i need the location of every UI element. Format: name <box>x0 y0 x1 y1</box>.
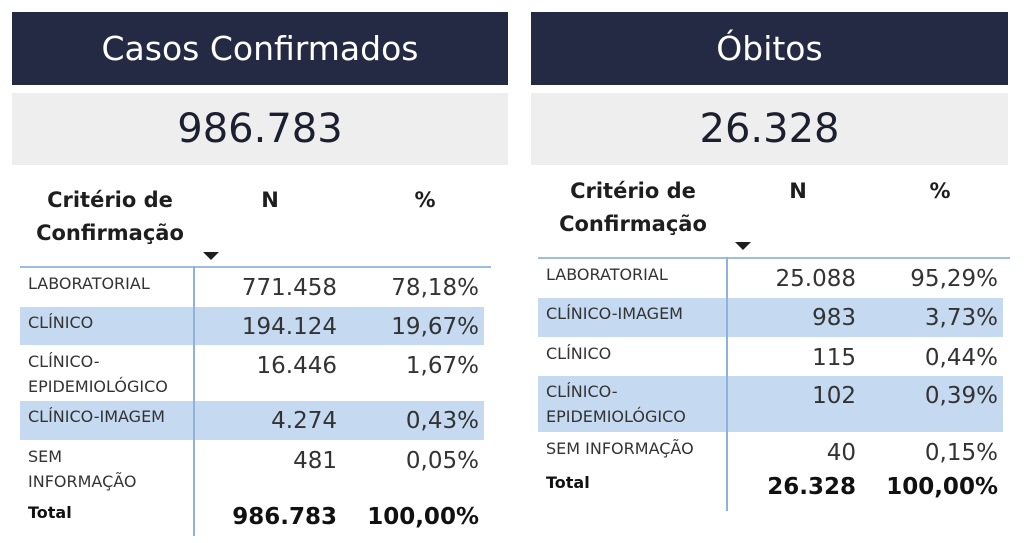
casos-header-n[interactable]: N <box>261 188 279 212</box>
row-n: 115 <box>812 345 856 371</box>
casos-total-card: 986.783 <box>12 93 508 165</box>
row-n: 986.783 <box>232 504 337 530</box>
casos-header-pct[interactable]: % <box>414 188 436 212</box>
table-row[interactable]: SEM INFORMAÇÃO 40 0,15% <box>538 433 1003 469</box>
obitos-total-value: 26.328 <box>699 106 840 152</box>
row-label: LABORATORIAL <box>546 265 668 284</box>
row-n: 102 <box>812 383 856 409</box>
obitos-header-pct[interactable]: % <box>929 179 951 203</box>
obitos-header-criterio[interactable]: Critério de Confirmação <box>559 179 707 236</box>
obitos-total-card: 26.328 <box>531 93 1008 165</box>
row-n: 40 <box>826 440 856 466</box>
sort-descending-icon[interactable] <box>735 242 751 250</box>
casos-column-divider <box>193 266 195 536</box>
table-row[interactable]: CLÍNICO 194.124 19,67% <box>20 307 484 345</box>
row-label: CLÍNICO <box>28 313 94 332</box>
row-label: SEM INFORMAÇÃO <box>28 447 137 491</box>
row-label: Total <box>28 503 72 522</box>
row-label: CLÍNICO- EPIDEMIOLÓGICO <box>28 352 168 396</box>
row-n: 26.328 <box>767 474 856 500</box>
row-label: CLÍNICO- EPIDEMIOLÓGICO <box>546 382 686 426</box>
row-n: 983 <box>812 305 856 331</box>
obitos-title-header: Óbitos <box>531 12 1008 85</box>
row-label: CLÍNICO-IMAGEM <box>28 407 165 426</box>
obitos-header-divider <box>538 257 1010 259</box>
row-pct: 100,00% <box>886 474 998 500</box>
table-row[interactable]: CLÍNICO- EPIDEMIOLÓGICO 102 0,39% <box>538 376 1003 432</box>
row-n: 481 <box>293 448 337 474</box>
sort-descending-icon[interactable] <box>203 252 219 260</box>
table-row[interactable]: LABORATORIAL 25.088 95,29% <box>538 259 1003 297</box>
casos-header-divider <box>20 266 491 268</box>
casos-header-criterio[interactable]: Critério de Confirmação <box>36 188 184 245</box>
row-label: CLÍNICO-IMAGEM <box>546 304 683 323</box>
casos-title-header: Casos Confirmados <box>12 12 508 85</box>
row-label: CLÍNICO <box>546 344 612 363</box>
table-row[interactable]: CLÍNICO-IMAGEM 983 3,73% <box>538 298 1003 337</box>
table-row[interactable]: SEM INFORMAÇÃO 481 0,05% <box>20 441 484 499</box>
row-pct: 0,43% <box>405 408 479 434</box>
row-pct: 1,67% <box>405 353 479 379</box>
row-pct: 78,18% <box>391 275 479 301</box>
table-row[interactable]: CLÍNICO-IMAGEM 4.274 0,43% <box>20 401 484 440</box>
table-row[interactable]: CLÍNICO- EPIDEMIOLÓGICO 16.446 1,67% <box>20 346 484 400</box>
row-n: 194.124 <box>241 314 337 340</box>
row-pct: 3,73% <box>924 305 998 331</box>
row-pct: 100,00% <box>367 504 479 530</box>
row-label: Total <box>546 473 590 492</box>
obitos-title: Óbitos <box>716 29 823 68</box>
table-row[interactable]: LABORATORIAL 771.458 78,18% <box>20 268 484 306</box>
row-label: SEM INFORMAÇÃO <box>546 439 694 458</box>
row-n: 16.446 <box>256 353 337 379</box>
row-n: 771.458 <box>241 275 337 301</box>
row-n: 4.274 <box>271 408 337 434</box>
row-pct: 0,39% <box>924 383 998 409</box>
obitos-column-divider <box>726 257 728 511</box>
row-label: LABORATORIAL <box>28 274 150 293</box>
row-pct: 0,44% <box>924 345 998 371</box>
total-row: Total 986.783 100,00% <box>20 500 484 535</box>
total-row: Total 26.328 100,00% <box>538 470 1003 511</box>
obitos-header-n[interactable]: N <box>789 179 807 203</box>
row-pct: 0,05% <box>405 448 479 474</box>
row-pct: 19,67% <box>391 314 479 340</box>
casos-title: Casos Confirmados <box>101 29 419 68</box>
row-n: 25.088 <box>775 266 856 292</box>
row-pct: 0,15% <box>924 440 998 466</box>
table-row[interactable]: CLÍNICO 115 0,44% <box>538 338 1003 375</box>
casos-total-value: 986.783 <box>177 106 343 152</box>
row-pct: 95,29% <box>910 266 998 292</box>
